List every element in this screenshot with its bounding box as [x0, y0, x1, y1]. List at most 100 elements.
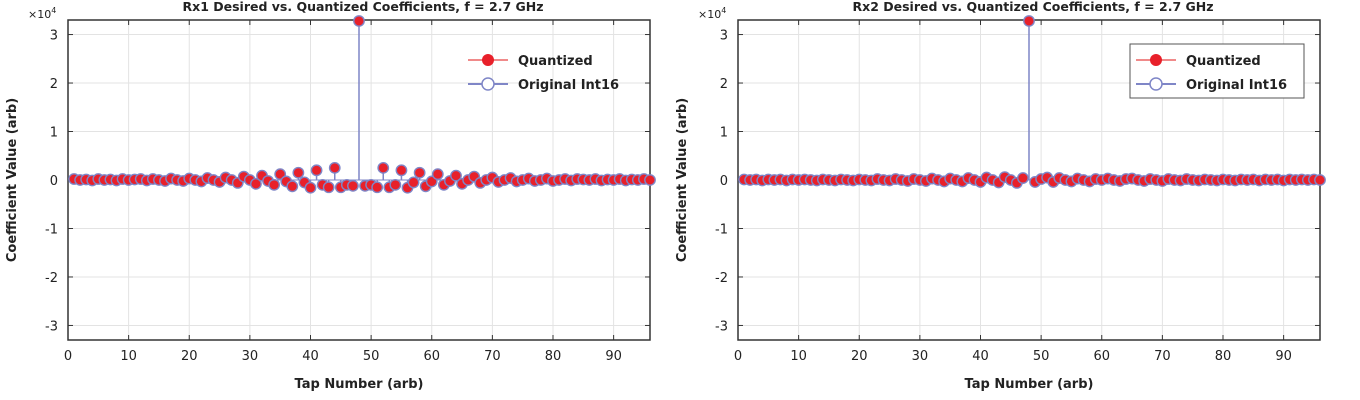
legend-label-quantized: Quantized: [518, 54, 593, 69]
quantized-point: [390, 179, 401, 191]
quantized-point: [414, 167, 425, 178]
x-tick-label: 60: [423, 349, 440, 364]
legend-label-quantized: Quantized: [1186, 54, 1261, 69]
y-tick-label: -2: [715, 271, 728, 286]
x-tick-label: 40: [302, 349, 319, 364]
quantized-point: [1023, 15, 1035, 27]
x-tick-label: 40: [972, 349, 989, 364]
x-tick-label: 50: [363, 349, 380, 364]
y-tick-label: 2: [50, 77, 58, 92]
quantized-point: [408, 177, 419, 188]
y-axis-label: Coefficient Value (arb): [675, 98, 690, 262]
original-point: [407, 176, 420, 189]
original-point: [304, 181, 317, 194]
quantized-point: [250, 178, 262, 190]
quantized-point: [329, 162, 340, 174]
original-point: [231, 177, 244, 189]
y-tick-label: 1: [50, 126, 58, 141]
original-point: [286, 180, 299, 193]
y-tick-label: 3: [50, 29, 58, 44]
x-tick-label: 10: [120, 349, 137, 364]
y-exponent-power: 4: [51, 6, 56, 15]
y-axis-label: Coefficient Value (arb): [5, 98, 20, 262]
y-exponent-power: 4: [721, 6, 726, 15]
original-point: [1017, 172, 1029, 184]
quantized-point: [353, 15, 365, 27]
quantized-point: [371, 182, 383, 193]
original-point: [389, 178, 402, 191]
y-tick-label: 1: [720, 126, 728, 141]
original-point: [274, 168, 287, 181]
original-point: [395, 164, 408, 177]
original-point: [310, 164, 323, 177]
quantized-point: [293, 167, 304, 178]
y-tick-label: -1: [45, 222, 58, 237]
x-tick-label: 0: [734, 349, 742, 364]
y-tick-label: 2: [720, 77, 728, 92]
original-point: [425, 175, 438, 188]
chart-title: Rx1 Desired vs. Quantized Coefficients, …: [183, 0, 544, 14]
legend: Quantized Original Int16: [1129, 43, 1305, 99]
quantized-point: [378, 162, 389, 174]
x-tick-label: 0: [64, 349, 72, 364]
y-exponent-label: ×104: [28, 6, 56, 21]
quantized-point: [347, 180, 359, 192]
quantized-point: [1314, 174, 1326, 186]
y-tick-label: 0: [720, 174, 728, 189]
original-point: [413, 166, 426, 179]
x-tick-label: 60: [1093, 349, 1110, 364]
original-point: [322, 181, 335, 194]
legend-marker-original: [1149, 77, 1163, 91]
y-tick-label: -2: [45, 271, 58, 286]
quantized-point: [323, 182, 334, 193]
original-point: [1023, 15, 1035, 27]
original-point: [450, 169, 462, 182]
x-tick-label: 30: [242, 349, 259, 364]
original-point: [377, 161, 390, 174]
quantized-point: [305, 182, 316, 193]
y-exponent-base: ×10: [28, 8, 51, 21]
x-tick-label: 80: [1215, 349, 1232, 364]
x-tick-label: 10: [790, 349, 807, 364]
x-tick-label: 90: [605, 349, 622, 364]
quantized-point: [644, 174, 656, 186]
x-tick-label: 20: [851, 349, 868, 364]
quantized-point: [311, 165, 322, 176]
quantized-point: [396, 165, 407, 176]
x-tick-label: 80: [545, 349, 562, 364]
chart-title: Rx2 Desired vs. Quantized Coefficients, …: [853, 0, 1214, 14]
original-point: [250, 177, 262, 190]
y-tick-label: -1: [715, 222, 728, 237]
legend-label-original: Original Int16: [1186, 78, 1287, 93]
legend-marker-quantized: [1150, 54, 1162, 66]
quantized-point: [432, 168, 444, 180]
legend: Quantized Original Int16: [468, 54, 619, 93]
original-point: [347, 179, 359, 192]
x-axis-label: Tap Number (arb): [965, 377, 1094, 392]
y-tick-label: -3: [45, 319, 58, 334]
markers: [68, 15, 656, 194]
x-tick-label: 70: [1154, 349, 1171, 364]
original-point: [468, 170, 481, 183]
y-tick-label: 0: [50, 174, 58, 189]
x-axis-label: Tap Number (arb): [295, 377, 424, 392]
original-point: [431, 168, 444, 181]
markers: [738, 15, 1326, 189]
original-point: [371, 181, 384, 194]
quantized-point: [287, 181, 298, 192]
y-exponent-base: ×10: [698, 8, 721, 21]
x-tick-label: 20: [181, 349, 198, 364]
quantized-point: [268, 179, 280, 191]
x-tick-label: 90: [1275, 349, 1292, 364]
quantized-point: [450, 170, 462, 181]
x-tick-label: 50: [1033, 349, 1050, 364]
y-tick-label: 3: [720, 29, 728, 44]
original-point: [1314, 174, 1326, 186]
x-tick-label: 30: [912, 349, 929, 364]
legend-marker-original: [481, 77, 495, 91]
y-exponent-label: ×104: [698, 6, 726, 21]
